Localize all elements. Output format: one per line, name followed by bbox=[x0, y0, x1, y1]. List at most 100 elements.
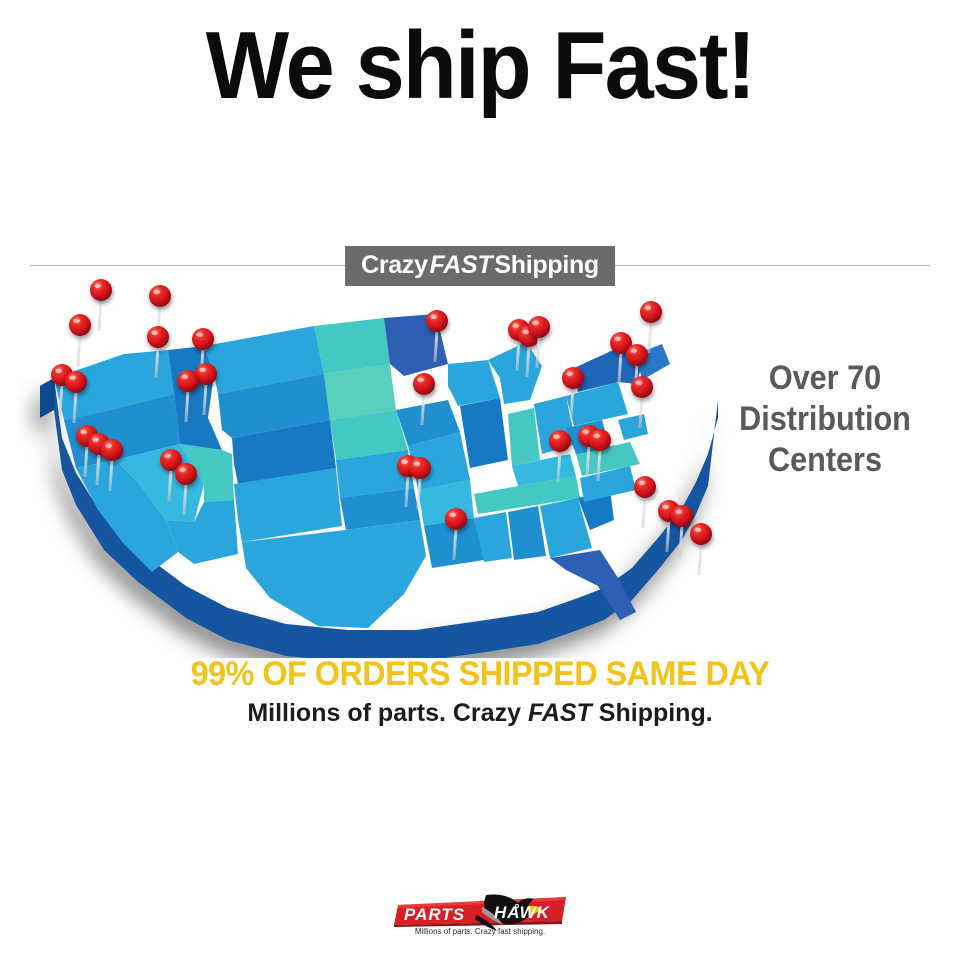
pin-stem bbox=[433, 330, 439, 362]
state-ga bbox=[540, 498, 592, 558]
pin-stem bbox=[556, 450, 562, 482]
pin-highlight bbox=[638, 480, 645, 486]
pin-highlight bbox=[151, 330, 158, 336]
pin-stem bbox=[167, 469, 173, 501]
subline-emphasis: FAST bbox=[527, 699, 592, 727]
pin-stem bbox=[697, 543, 703, 575]
pin-stem bbox=[83, 445, 89, 477]
pin-highlight bbox=[69, 375, 76, 381]
pin-head bbox=[562, 367, 584, 389]
state-md bbox=[618, 414, 648, 440]
map-pin bbox=[175, 463, 197, 515]
pin-stem bbox=[452, 528, 458, 560]
pin-stem bbox=[404, 475, 410, 507]
map-pin bbox=[671, 505, 693, 557]
pin-stem bbox=[596, 449, 602, 481]
map-pin bbox=[65, 371, 87, 423]
pin-highlight bbox=[164, 453, 171, 459]
pin-stem bbox=[184, 390, 190, 422]
pin-head bbox=[445, 508, 467, 530]
logo-word-left: PARTS bbox=[404, 905, 465, 924]
pin-head bbox=[69, 314, 91, 336]
state-fl bbox=[550, 550, 636, 620]
pin-head bbox=[101, 439, 123, 461]
pin-head bbox=[177, 370, 199, 392]
pin-stem bbox=[182, 483, 188, 515]
hawk-tail-icon bbox=[475, 915, 497, 931]
pin-head bbox=[65, 371, 87, 393]
map-pin bbox=[549, 430, 571, 482]
pin-stem bbox=[647, 321, 653, 353]
map-states bbox=[54, 314, 670, 628]
pin-stem bbox=[72, 391, 78, 423]
logo-svg: PARTS HAWK bbox=[394, 894, 566, 931]
state-sd bbox=[324, 364, 396, 420]
callout-line-3: Centers bbox=[768, 441, 882, 479]
pin-head bbox=[626, 344, 648, 366]
map-pin bbox=[90, 279, 112, 331]
pin-stem bbox=[585, 445, 591, 477]
same-day-headline: 99% OF ORDERS SHIPPED SAME DAY bbox=[190, 655, 770, 693]
map-pin bbox=[562, 367, 584, 419]
pin-highlight bbox=[430, 314, 438, 320]
state-nv bbox=[116, 444, 204, 522]
pin-stem bbox=[641, 496, 647, 528]
pin-head bbox=[175, 463, 197, 485]
map-pin bbox=[69, 314, 91, 366]
hawk-head-icon bbox=[484, 894, 540, 925]
map-pin bbox=[445, 508, 467, 560]
pin-stem bbox=[202, 383, 208, 415]
pin-stem bbox=[97, 299, 103, 331]
state-in bbox=[508, 408, 540, 466]
state-pa bbox=[566, 382, 628, 426]
pin-highlight bbox=[55, 368, 62, 374]
pin-head bbox=[671, 505, 693, 527]
pin-stem bbox=[58, 384, 64, 416]
map-pin bbox=[426, 310, 448, 362]
state-ok bbox=[340, 488, 420, 530]
map-pin bbox=[631, 376, 653, 428]
parts-hawk-logo[interactable]: PARTS HAWK Millions of parts. Crazy fast… bbox=[390, 893, 570, 945]
map-pin bbox=[528, 316, 550, 368]
state-mt bbox=[204, 326, 324, 394]
map-extrusion bbox=[40, 368, 718, 658]
state-nc bbox=[580, 466, 636, 502]
map-pin bbox=[589, 429, 611, 481]
pin-head bbox=[589, 429, 611, 451]
pin-highlight bbox=[630, 348, 637, 354]
pin-head bbox=[192, 328, 214, 350]
pin-highlight bbox=[644, 305, 651, 311]
map-pin-layer bbox=[51, 279, 712, 575]
pin-stem bbox=[420, 393, 426, 425]
state-ut bbox=[180, 444, 234, 502]
state-wy bbox=[218, 374, 330, 438]
state-nm bbox=[234, 468, 342, 542]
map-pin bbox=[610, 332, 632, 384]
map-svg bbox=[40, 279, 718, 658]
state-ks bbox=[336, 450, 414, 498]
hawk-beak-icon bbox=[528, 905, 543, 916]
pin-highlight bbox=[614, 336, 621, 342]
pin-highlight bbox=[92, 437, 99, 443]
pin-highlight bbox=[179, 467, 186, 473]
divider-banner: CrazyFASTShipping bbox=[0, 246, 960, 286]
state-il bbox=[460, 398, 508, 468]
pin-head bbox=[426, 310, 448, 332]
state-wi bbox=[448, 360, 500, 406]
state-tn bbox=[474, 476, 580, 514]
subline-prefix: Millions of parts. Crazy bbox=[247, 699, 521, 727]
logo-banner-lowlight bbox=[394, 921, 562, 927]
pin-highlight bbox=[512, 323, 519, 329]
map-pin bbox=[147, 326, 169, 378]
state-ms bbox=[474, 512, 512, 562]
pin-stem bbox=[678, 525, 684, 557]
pin-highlight bbox=[694, 527, 701, 533]
crazy-fast-subline: Millions of parts. Crazy FAST Shipping. bbox=[0, 698, 960, 728]
map-pin bbox=[101, 439, 123, 491]
map-pin bbox=[177, 370, 199, 422]
pin-highlight bbox=[181, 374, 188, 380]
pin-highlight bbox=[522, 329, 529, 335]
state-ca bbox=[76, 460, 178, 572]
pin-head bbox=[690, 523, 712, 545]
